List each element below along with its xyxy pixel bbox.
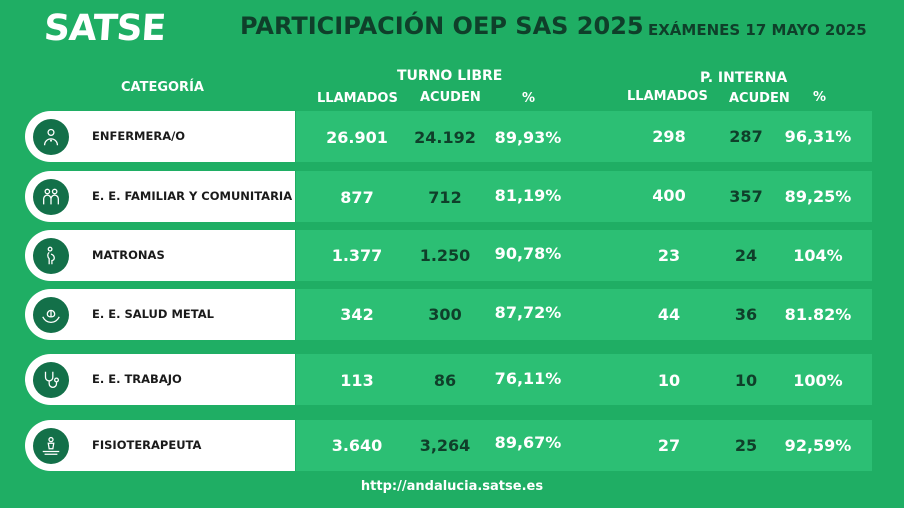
tl-acuden-value: 300 <box>428 305 462 324</box>
category-row: E. E. SALUD METAL <box>25 289 295 340</box>
tl-llamados-value: 877 <box>340 188 374 207</box>
family-icon <box>33 179 69 215</box>
pi-llamados-value: 44 <box>657 305 681 324</box>
pi-acuden-value: 25 <box>734 436 758 455</box>
tl-pct-value: 87,72% <box>494 303 562 322</box>
tl-pct-value: 76,11% <box>494 369 562 388</box>
pi-acuden-value: 36 <box>734 305 758 324</box>
category-row: FISIOTERAPEUTA <box>25 420 295 471</box>
tl-llamados-value: 26.901 <box>326 128 388 147</box>
tl-acuden-value: 3,264 <box>419 436 471 455</box>
header-tl-llamados: LLAMADOS <box>317 91 398 106</box>
data-band <box>296 111 872 162</box>
tl-llamados-value: 3.640 <box>331 436 383 455</box>
category-name: E. E. TRABAJO <box>92 372 182 386</box>
mental-health-icon <box>33 297 69 333</box>
header-categoria: CATEGORÍA <box>121 80 204 95</box>
category-name: ENFERMERA/O <box>92 129 186 143</box>
category-row: E. E. TRABAJO <box>25 354 295 405</box>
pi-pct-value: 104% <box>793 246 843 265</box>
tl-llamados-value: 113 <box>340 371 374 390</box>
pi-pct-value: 100% <box>793 371 843 390</box>
header-p-interna: P. INTERNA <box>700 70 788 86</box>
data-band <box>296 354 872 405</box>
tl-pct-value: 90,78% <box>494 244 562 263</box>
category-name: E. E. FAMILIAR Y COMUNITARIA <box>92 189 293 203</box>
physiotherapy-icon <box>33 428 69 464</box>
data-band <box>296 171 872 222</box>
pi-acuden-value: 24 <box>734 246 758 265</box>
exam-date: EXÁMENES 17 MAYO 2025 <box>648 21 867 39</box>
header-tl-acuden: ACUDEN <box>420 90 481 105</box>
pi-pct-value: 81.82% <box>784 305 852 324</box>
pi-pct-value: 96,31% <box>784 127 852 146</box>
category-name: MATRONAS <box>92 248 165 262</box>
tl-acuden-value: 712 <box>428 188 462 207</box>
category-row: ENFERMERA/O <box>25 111 295 162</box>
tl-llamados-value: 1.377 <box>331 246 383 265</box>
header-tl-pct: % <box>522 91 536 106</box>
stethoscope-icon <box>33 362 69 398</box>
pi-llamados-value: 10 <box>657 371 681 390</box>
page-title: PARTICIPACIÓN OEP SAS 2025 <box>240 12 644 40</box>
pi-llamados-value: 27 <box>657 436 681 455</box>
satse-logo: SATSE <box>42 8 167 49</box>
pi-acuden-value: 357 <box>729 187 763 206</box>
header-pi-llamados: LLAMADOS <box>627 89 708 104</box>
category-row: MATRONAS <box>25 230 295 281</box>
pi-llamados-value: 298 <box>652 127 686 146</box>
pi-acuden-value: 10 <box>734 371 758 390</box>
data-band <box>296 420 872 471</box>
pi-acuden-value: 287 <box>729 127 763 146</box>
tl-pct-value: 89,93% <box>494 128 562 147</box>
tl-acuden-value: 86 <box>433 371 457 390</box>
data-band <box>296 289 872 340</box>
footer-url[interactable]: http://andalucia.satse.es <box>360 479 544 494</box>
pi-pct-value: 89,25% <box>784 187 852 206</box>
category-row: E. E. FAMILIAR Y COMUNITARIA <box>25 171 295 222</box>
tl-acuden-value: 1.250 <box>419 246 471 265</box>
pregnant-icon <box>33 238 69 274</box>
pi-llamados-value: 400 <box>652 186 686 205</box>
tl-acuden-value: 24.192 <box>414 128 476 147</box>
pi-pct-value: 92,59% <box>784 436 852 455</box>
category-name: FISIOTERAPEUTA <box>92 438 202 452</box>
tl-pct-value: 89,67% <box>494 433 562 452</box>
pi-llamados-value: 23 <box>657 246 681 265</box>
tl-llamados-value: 342 <box>340 305 374 324</box>
category-name: E. E. SALUD METAL <box>92 307 214 321</box>
header-turno-libre: TURNO LIBRE <box>397 68 503 84</box>
header-pi-pct: % <box>813 90 827 105</box>
data-band <box>296 230 872 281</box>
tl-pct-value: 81,19% <box>494 186 562 205</box>
header-pi-acuden: ACUDEN <box>729 91 790 106</box>
nurse-icon <box>33 119 69 155</box>
